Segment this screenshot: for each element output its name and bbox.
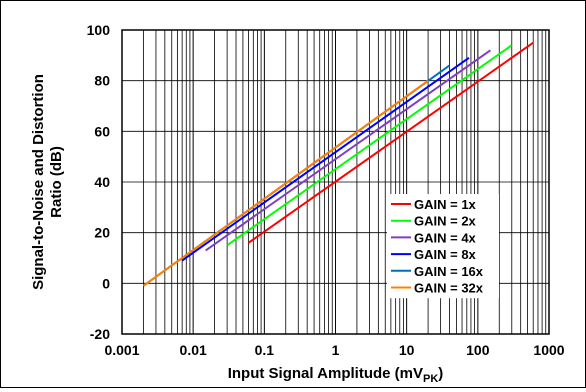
y-tick-label: -20 [90, 326, 110, 342]
legend-label: GAIN = 2x [414, 214, 477, 229]
x-axis-label-sub: PK [423, 373, 438, 385]
x-tick-label: 100 [466, 342, 490, 358]
series-line [205, 49, 491, 252]
y-tick-label: 60 [94, 123, 110, 139]
series-line [181, 57, 470, 262]
x-tick-label: 0.1 [255, 342, 275, 358]
series-line [226, 44, 513, 247]
x-tick-label: 1 [332, 342, 340, 358]
y-axis-label-line2: Ratio (dB) [48, 146, 65, 218]
x-axis-label: Input Signal Amplitude (mVPK) [228, 365, 444, 385]
x-tick-label: 0.001 [104, 342, 139, 358]
y-tick-label: 0 [102, 275, 110, 291]
series-lines [142, 41, 534, 287]
y-tick-label: 40 [94, 174, 110, 190]
x-axis-label-main: Input Signal Amplitude (mV [228, 365, 423, 382]
x-tick-label: 0.01 [180, 342, 207, 358]
y-tick-label: 80 [94, 73, 110, 89]
legend-label: GAIN = 8x [414, 247, 477, 262]
y-axis-label-line1: Signal-to-Noise and Distortion [30, 74, 47, 290]
x-tick-label: 1000 [533, 342, 564, 358]
plot-border [121, 29, 550, 335]
legend-label: GAIN = 16x [414, 264, 484, 279]
legend-label: GAIN = 4x [414, 230, 477, 245]
series-line [247, 41, 534, 244]
legend-label: GAIN = 1x [414, 197, 477, 212]
y-tick-label: 20 [94, 225, 110, 241]
y-tick-label: 100 [87, 22, 111, 38]
tick-labels: 0.001 0.01 0.1 1 10 100 1000 -20 0 20 40 60 80 100 [87, 22, 565, 358]
x-axis-label-close: ) [438, 365, 443, 382]
series-line [142, 79, 429, 287]
x-tick-label: 10 [399, 342, 415, 358]
legend-label: GAIN = 32x [414, 281, 484, 296]
legend-box [387, 194, 499, 299]
